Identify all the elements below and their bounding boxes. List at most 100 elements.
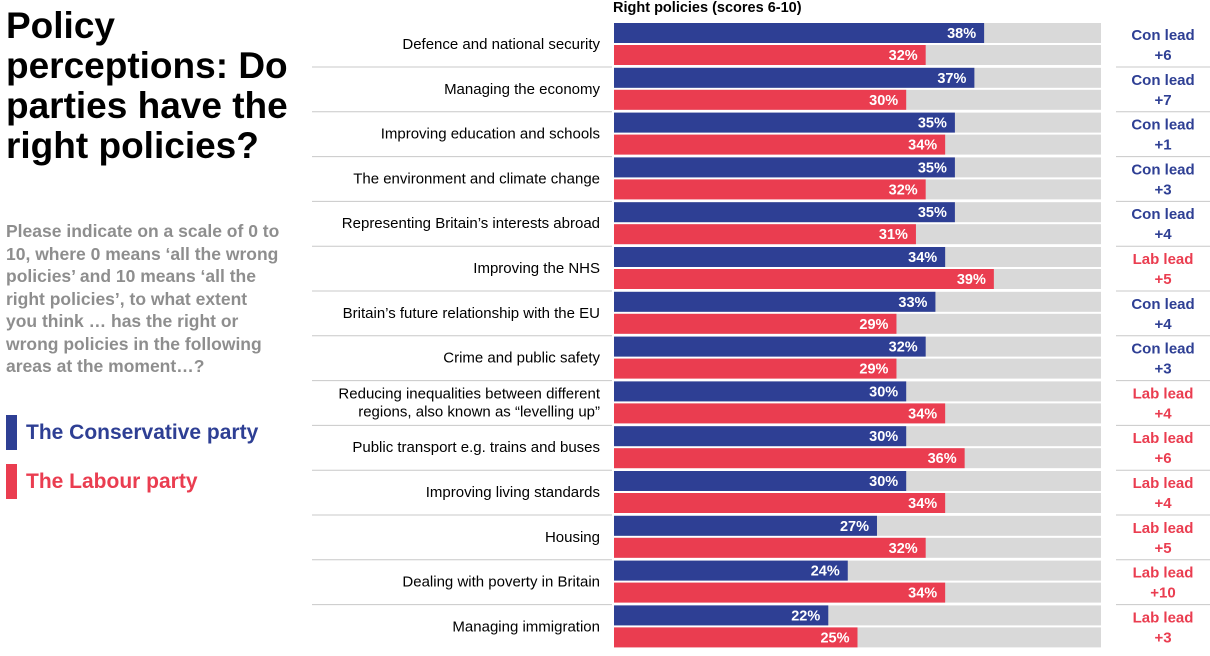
data-label-conservative: 35%	[918, 116, 947, 132]
data-label-labour: 34%	[908, 586, 937, 602]
bar-conservative	[614, 291, 936, 312]
bar-conservative	[614, 336, 926, 357]
data-label-conservative: 35%	[918, 160, 947, 176]
bar-labour	[614, 627, 858, 648]
bar-conservative	[614, 112, 955, 133]
data-label-labour: 32%	[889, 182, 918, 198]
lead-party-label: Con lead	[1131, 341, 1194, 358]
data-label-conservative: 24%	[811, 564, 840, 580]
lead-party-label: Con lead	[1131, 117, 1194, 134]
data-label-labour: 34%	[908, 406, 937, 422]
category-label: Improving education and schools	[381, 126, 600, 143]
data-label-labour: 39%	[957, 272, 986, 288]
bar-conservative	[614, 157, 955, 178]
data-label-conservative: 30%	[869, 429, 898, 445]
lead-party-label: Con lead	[1131, 206, 1194, 223]
data-label-conservative: 33%	[898, 295, 927, 311]
data-label-conservative: 30%	[869, 384, 898, 400]
category-label: regions, also known as “levelling up”	[358, 403, 600, 420]
lead-margin-label: +3	[1154, 361, 1171, 378]
data-label-conservative: 37%	[937, 71, 966, 87]
lead-margin-label: +10	[1150, 585, 1175, 602]
data-label-labour: 34%	[908, 496, 937, 512]
bar-labour	[614, 403, 946, 424]
lead-margin-label: +4	[1154, 316, 1172, 333]
lead-margin-label: +6	[1154, 450, 1171, 467]
data-label-labour: 32%	[889, 541, 918, 557]
lead-margin-label: +6	[1154, 47, 1171, 64]
legend-item-conservative: The Conservative party	[6, 415, 258, 450]
lead-party-label: Con lead	[1131, 27, 1194, 44]
lead-party-label: Lab lead	[1133, 430, 1194, 447]
lead-party-label: Lab lead	[1133, 520, 1194, 537]
lead-margin-label: +3	[1154, 629, 1171, 646]
lead-party-label: Lab lead	[1133, 475, 1194, 492]
data-label-labour: 25%	[820, 630, 849, 646]
lead-party-label: Lab lead	[1133, 251, 1194, 268]
lead-party-label: Con lead	[1131, 296, 1194, 313]
bar-conservative	[614, 426, 907, 447]
lead-margin-label: +7	[1154, 92, 1171, 109]
data-label-conservative: 22%	[791, 608, 820, 624]
bar-conservative	[614, 471, 907, 491]
bar-conservative	[614, 202, 955, 223]
data-label-labour: 31%	[879, 227, 908, 243]
bar-labour	[614, 89, 907, 110]
bar-labour	[614, 493, 946, 513]
category-label: Improving the NHS	[473, 260, 600, 277]
lead-margin-label: +3	[1154, 181, 1171, 198]
bar-labour	[614, 45, 926, 65]
data-label-labour: 30%	[869, 93, 898, 109]
category-label: Representing Britain’s interests abroad	[342, 215, 600, 232]
category-label: Reducing inequalities between different	[338, 385, 600, 402]
data-label-conservative: 35%	[918, 205, 947, 221]
category-label: Crime and public safety	[443, 350, 600, 367]
data-label-conservative: 38%	[947, 26, 976, 42]
legend-item-labour: The Labour party	[6, 464, 198, 499]
lead-margin-label: +5	[1154, 271, 1171, 288]
bar-conservative	[614, 605, 829, 626]
category-label: Britain’s future relationship with the E…	[343, 305, 600, 322]
bar-conservative	[614, 67, 975, 88]
data-label-labour: 32%	[889, 48, 918, 64]
category-label: Defence and national security	[402, 36, 600, 53]
lead-party-label: Con lead	[1131, 72, 1194, 89]
lead-margin-label: +1	[1154, 137, 1171, 154]
bar-conservative	[614, 381, 907, 402]
lead-party-label: Lab lead	[1133, 565, 1194, 582]
bar-conservative	[614, 515, 877, 536]
lead-party-label: Lab lead	[1133, 385, 1194, 402]
bar-conservative	[614, 560, 848, 581]
bar-labour	[614, 179, 926, 200]
category-label: Managing the economy	[444, 81, 600, 98]
category-label: Public transport e.g. trains and buses	[352, 439, 600, 456]
data-label-conservative: 30%	[869, 474, 898, 490]
data-label-labour: 36%	[928, 451, 957, 467]
page-title: Policy perceptions: Do parties have the …	[6, 5, 288, 166]
data-label-labour: 29%	[859, 317, 888, 333]
bar-labour	[614, 448, 965, 469]
lead-margin-label: +4	[1154, 495, 1172, 512]
category-label: Managing immigration	[452, 618, 600, 635]
lead-party-label: Lab lead	[1133, 609, 1194, 626]
lead-margin-label: +5	[1154, 540, 1171, 557]
bar-labour	[614, 582, 946, 603]
category-label: The environment and climate change	[353, 170, 600, 187]
data-label-labour: 34%	[908, 138, 937, 154]
lead-margin-label: +4	[1154, 226, 1172, 243]
question-text: Please indicate on a scale of 0 to 10, w…	[6, 221, 280, 376]
legend-swatch-labour	[6, 464, 17, 499]
data-label-conservative: 32%	[889, 340, 918, 356]
bar-labour	[614, 269, 994, 289]
category-label: Housing	[545, 529, 600, 546]
data-label-labour: 29%	[859, 362, 888, 378]
bar-labour	[614, 358, 897, 379]
lead-margin-label: +4	[1154, 405, 1172, 422]
legend-label-conservative: The Conservative party	[26, 420, 259, 444]
legend-label-labour: The Labour party	[26, 469, 198, 493]
data-label-conservative: 27%	[840, 519, 869, 535]
bar-labour	[614, 313, 897, 334]
chart-title: Right policies (scores 6-10)	[613, 0, 802, 16]
bar-conservative	[614, 247, 946, 267]
bar-labour	[614, 134, 946, 155]
